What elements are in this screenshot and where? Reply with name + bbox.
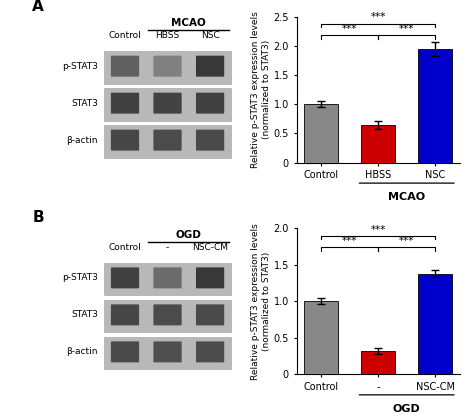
Y-axis label: Relative p-STAT3 expression levels
(normalized to STAT3): Relative p-STAT3 expression levels (norm… (251, 223, 271, 380)
FancyBboxPatch shape (154, 130, 182, 151)
Text: ***: *** (399, 24, 414, 34)
FancyBboxPatch shape (111, 56, 139, 77)
Text: Control: Control (109, 31, 141, 40)
Text: -: - (166, 243, 169, 252)
Text: ***: *** (342, 236, 357, 246)
Text: NSC-CM: NSC-CM (192, 243, 228, 252)
Text: ***: *** (371, 225, 386, 235)
Text: p-STAT3: p-STAT3 (62, 273, 98, 282)
Text: STAT3: STAT3 (71, 99, 98, 108)
Y-axis label: Relative p-STAT3 expression levels
(normalized to STAT3): Relative p-STAT3 expression levels (norm… (251, 11, 271, 168)
Text: ***: *** (399, 236, 414, 246)
Text: OGD: OGD (176, 230, 202, 240)
FancyBboxPatch shape (111, 305, 139, 325)
FancyBboxPatch shape (104, 51, 231, 84)
FancyBboxPatch shape (196, 342, 224, 362)
Text: MCAO: MCAO (388, 192, 425, 202)
FancyBboxPatch shape (196, 305, 224, 325)
FancyBboxPatch shape (154, 342, 182, 362)
Text: OGD: OGD (393, 404, 420, 414)
FancyBboxPatch shape (104, 337, 231, 369)
Text: A: A (32, 0, 44, 14)
FancyBboxPatch shape (104, 300, 231, 332)
Text: B: B (32, 210, 44, 225)
Text: NSC: NSC (201, 31, 219, 40)
FancyBboxPatch shape (196, 93, 224, 114)
Text: β-actin: β-actin (66, 136, 98, 145)
Text: HBSS: HBSS (155, 31, 180, 40)
Text: ***: *** (342, 24, 357, 34)
FancyBboxPatch shape (111, 267, 139, 288)
FancyBboxPatch shape (154, 267, 182, 288)
FancyBboxPatch shape (154, 305, 182, 325)
FancyBboxPatch shape (154, 56, 182, 77)
Text: STAT3: STAT3 (71, 310, 98, 319)
Text: ***: *** (371, 12, 386, 22)
Bar (304, 104, 338, 163)
FancyBboxPatch shape (111, 342, 139, 362)
Bar (418, 49, 452, 163)
Bar (361, 351, 395, 374)
FancyBboxPatch shape (154, 93, 182, 114)
FancyBboxPatch shape (196, 267, 224, 288)
FancyBboxPatch shape (196, 56, 224, 77)
FancyBboxPatch shape (111, 130, 139, 151)
Text: Control: Control (109, 243, 141, 252)
Bar (418, 274, 452, 374)
FancyBboxPatch shape (104, 125, 231, 158)
FancyBboxPatch shape (196, 130, 224, 151)
FancyBboxPatch shape (104, 88, 231, 121)
Text: β-actin: β-actin (66, 347, 98, 357)
Text: MCAO: MCAO (172, 18, 206, 28)
Bar (304, 301, 338, 374)
FancyBboxPatch shape (111, 93, 139, 114)
FancyBboxPatch shape (104, 263, 231, 295)
Bar (361, 125, 395, 163)
Text: p-STAT3: p-STAT3 (62, 62, 98, 71)
